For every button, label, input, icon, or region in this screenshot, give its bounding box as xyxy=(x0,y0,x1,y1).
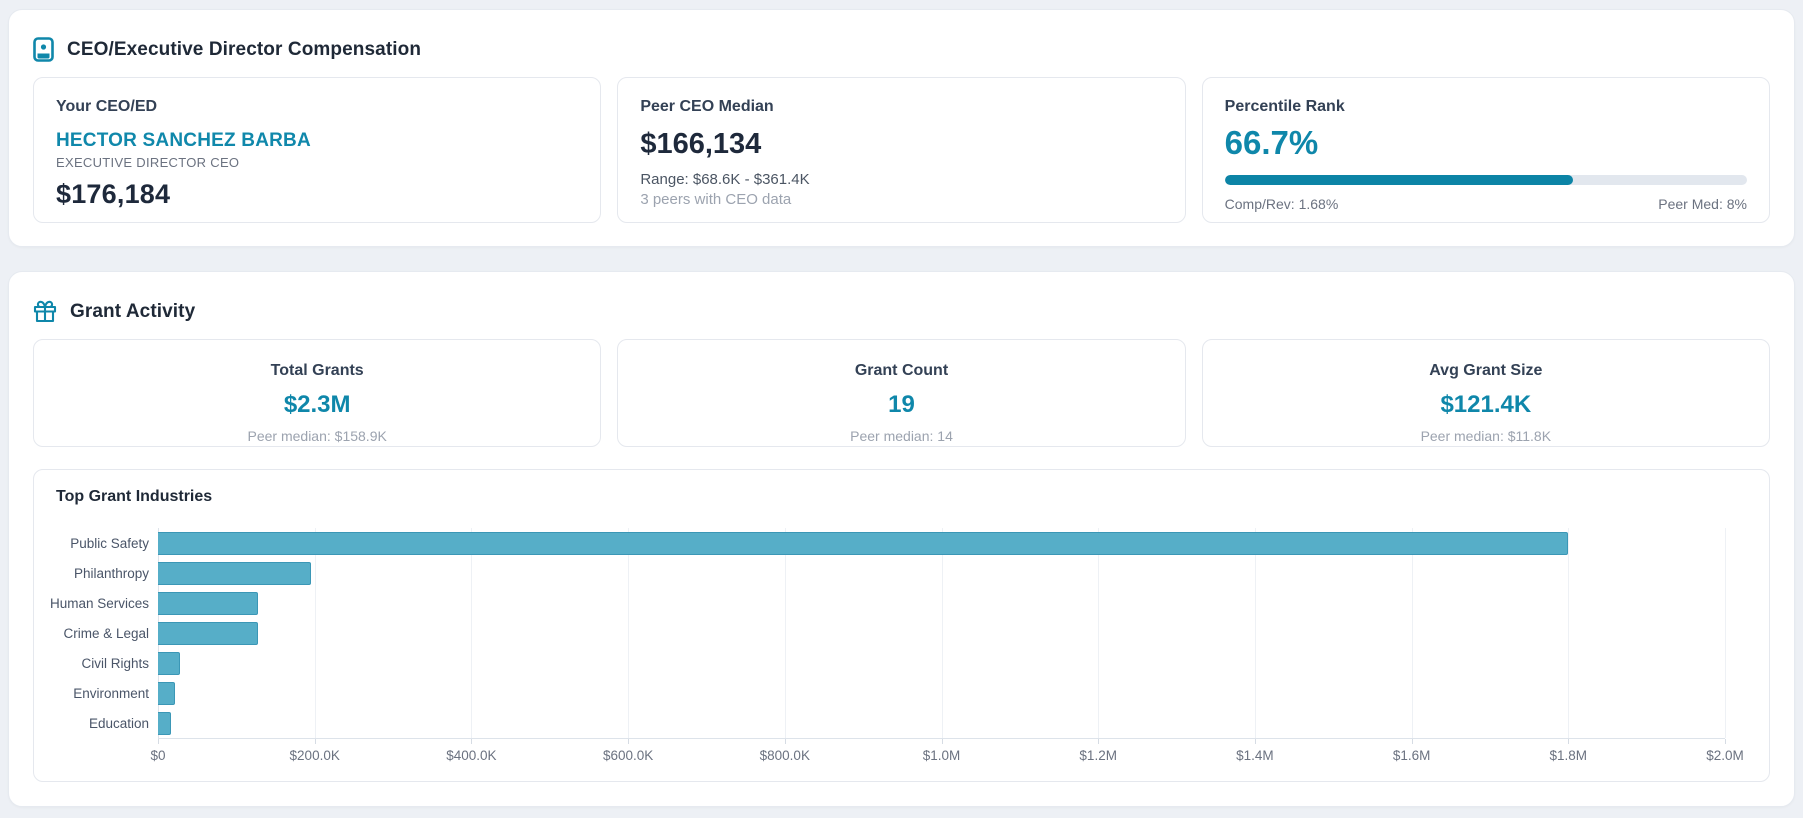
bar-row xyxy=(158,588,1725,618)
chart-title: Top Grant Industries xyxy=(56,488,213,505)
x-tick-label: $1.2M xyxy=(1079,748,1117,763)
bar-row xyxy=(158,708,1725,738)
grant-activity-section-title: Grant Activity xyxy=(70,300,196,322)
your-ceo-card: Your CEO/ED HECTOR SANCHEZ BARBA EXECUTI… xyxy=(33,77,602,223)
percentile-rank-label: Percentile Rank xyxy=(1224,98,1345,115)
gridline xyxy=(1098,528,1100,738)
x-tick-mark xyxy=(314,739,316,744)
bar-philanthropy[interactable] xyxy=(158,561,311,585)
peer-count: 3 peers with CEO data xyxy=(640,191,792,208)
grant-count-peer-median: Peer median: 14 xyxy=(850,428,953,444)
bar-row xyxy=(158,558,1725,588)
bar-education[interactable] xyxy=(158,711,172,735)
contact-badge-icon xyxy=(33,37,54,62)
bar-row xyxy=(158,618,1725,648)
category-label: Human Services xyxy=(49,595,149,611)
gridline xyxy=(1411,528,1413,738)
bar-environment[interactable] xyxy=(158,681,176,705)
x-tick-mark xyxy=(1568,739,1570,744)
ceo-job-title: EXECUTIVE DIRECTOR CEO xyxy=(56,155,240,170)
gridline xyxy=(784,528,786,738)
avg-grant-size-value: $121.4K xyxy=(1440,391,1532,418)
x-tick-label: $1.4M xyxy=(1236,748,1274,763)
x-tick-mark xyxy=(784,739,786,744)
percentile-progress-track xyxy=(1224,175,1747,185)
category-label: Environment xyxy=(73,685,149,701)
compensation-section: CEO/Executive Director Compensation Your… xyxy=(8,9,1795,247)
grant-count-card: Grant Count 19 Peer median: 14 xyxy=(617,339,1186,447)
x-tick-label: $600.0K xyxy=(602,748,654,763)
x-tick-mark xyxy=(1411,739,1413,744)
compensation-section-title: CEO/Executive Director Compensation xyxy=(67,38,422,60)
grant-count-value: 19 xyxy=(888,391,915,418)
peer-median-card: Peer CEO Median $166,134 Range: $68.6K -… xyxy=(617,77,1186,223)
your-ceo-label: Your CEO/ED xyxy=(56,98,158,115)
gridline xyxy=(941,528,943,738)
x-tick-mark xyxy=(158,739,159,744)
gridline xyxy=(1568,528,1570,738)
x-tick-label: $1.0M xyxy=(922,748,961,763)
avg-grant-size-label: Avg Grant Size xyxy=(1429,362,1543,379)
gridline xyxy=(1254,528,1256,738)
x-tick-mark xyxy=(628,739,630,744)
bar-row xyxy=(158,678,1725,708)
x-tick-label: $200.0K xyxy=(289,748,340,763)
top-grant-industries-chart: Public Safety Philanthropy Human Services C… xyxy=(49,528,1747,765)
peer-median-amount: $166,134 xyxy=(640,128,762,160)
x-tick-mark xyxy=(1725,739,1726,744)
ceo-name: HECTOR SANCHEZ BARBA xyxy=(56,130,311,151)
bar-row xyxy=(158,528,1725,558)
x-tick-label: $1.6M xyxy=(1392,748,1431,763)
category-label: Civil Rights xyxy=(81,655,149,671)
chart-x-axis: $0 $200.0K $400.0K $600.0K $800.0K $1.0M $1.2M… xyxy=(150,739,1744,765)
bar-public-safety[interactable] xyxy=(158,531,1569,555)
percentile-rank-value: 66.7% xyxy=(1224,124,1319,161)
x-tick-label: $800.0K xyxy=(759,748,810,763)
category-label: Public Safety xyxy=(70,535,149,551)
chart-category-labels: Public Safety Philanthropy Human Services C… xyxy=(49,528,158,739)
x-tick-label: $400.0K xyxy=(446,748,497,763)
peer-median-label: Peer CEO Median xyxy=(640,98,774,115)
grant-count-label: Grant Count xyxy=(854,362,949,379)
bar-civil-rights[interactable] xyxy=(158,651,180,675)
gridline xyxy=(628,528,630,738)
gift-icon xyxy=(33,299,57,324)
x-tick-mark xyxy=(1098,739,1100,744)
gridline xyxy=(314,528,316,738)
total-grants-value: $2.3M xyxy=(283,391,351,418)
total-grants-label: Total Grants xyxy=(270,362,364,379)
chart-plot xyxy=(158,528,1726,739)
x-tick-mark xyxy=(471,739,473,744)
percentile-rank-card: Percentile Rank 66.7% Comp/Rev: 1.68% Pe… xyxy=(1201,77,1770,223)
ceo-compensation-amount: $176,184 xyxy=(56,179,171,209)
avg-grant-size-card: Avg Grant Size $121.4K Peer median: $11.… xyxy=(1201,339,1770,447)
bar-crime-legal[interactable] xyxy=(158,621,259,645)
grant-activity-section-header: Grant Activity xyxy=(33,272,1770,324)
category-label: Crime & Legal xyxy=(63,625,149,641)
gridline xyxy=(471,528,473,738)
compensation-section-header: CEO/Executive Director Compensation xyxy=(33,10,1770,62)
x-tick-mark xyxy=(1254,739,1256,744)
total-grants-peer-median: Peer median: $158.9K xyxy=(247,428,387,444)
percentile-progress-fill xyxy=(1224,175,1574,185)
x-tick-label: $1.8M xyxy=(1549,748,1588,763)
x-tick-label: $0 xyxy=(150,748,166,763)
peer-med-ratio: Peer Med: 8% xyxy=(1658,196,1747,212)
comp-rev-ratio: Comp/Rev: 1.68% xyxy=(1224,196,1339,212)
total-grants-card: Total Grants $2.3M Peer median: $158.9K xyxy=(33,339,602,447)
gridline xyxy=(1725,528,1726,738)
grant-activity-section: Grant Activity Total Grants $2.3M Peer m… xyxy=(8,271,1795,807)
bar-row xyxy=(158,648,1725,678)
avg-grant-size-peer-median: Peer median: $11.8K xyxy=(1420,428,1552,444)
peer-range: Range: $68.6K - $361.4K xyxy=(640,171,810,188)
category-label: Philanthropy xyxy=(73,565,149,581)
bar-human-services[interactable] xyxy=(158,591,259,615)
x-tick-label: $2.0M xyxy=(1706,748,1744,763)
category-label: Education xyxy=(88,715,149,731)
x-tick-mark xyxy=(941,739,943,744)
top-grant-industries-chart-card: Top Grant Industries Public Safety Philan… xyxy=(33,469,1770,782)
